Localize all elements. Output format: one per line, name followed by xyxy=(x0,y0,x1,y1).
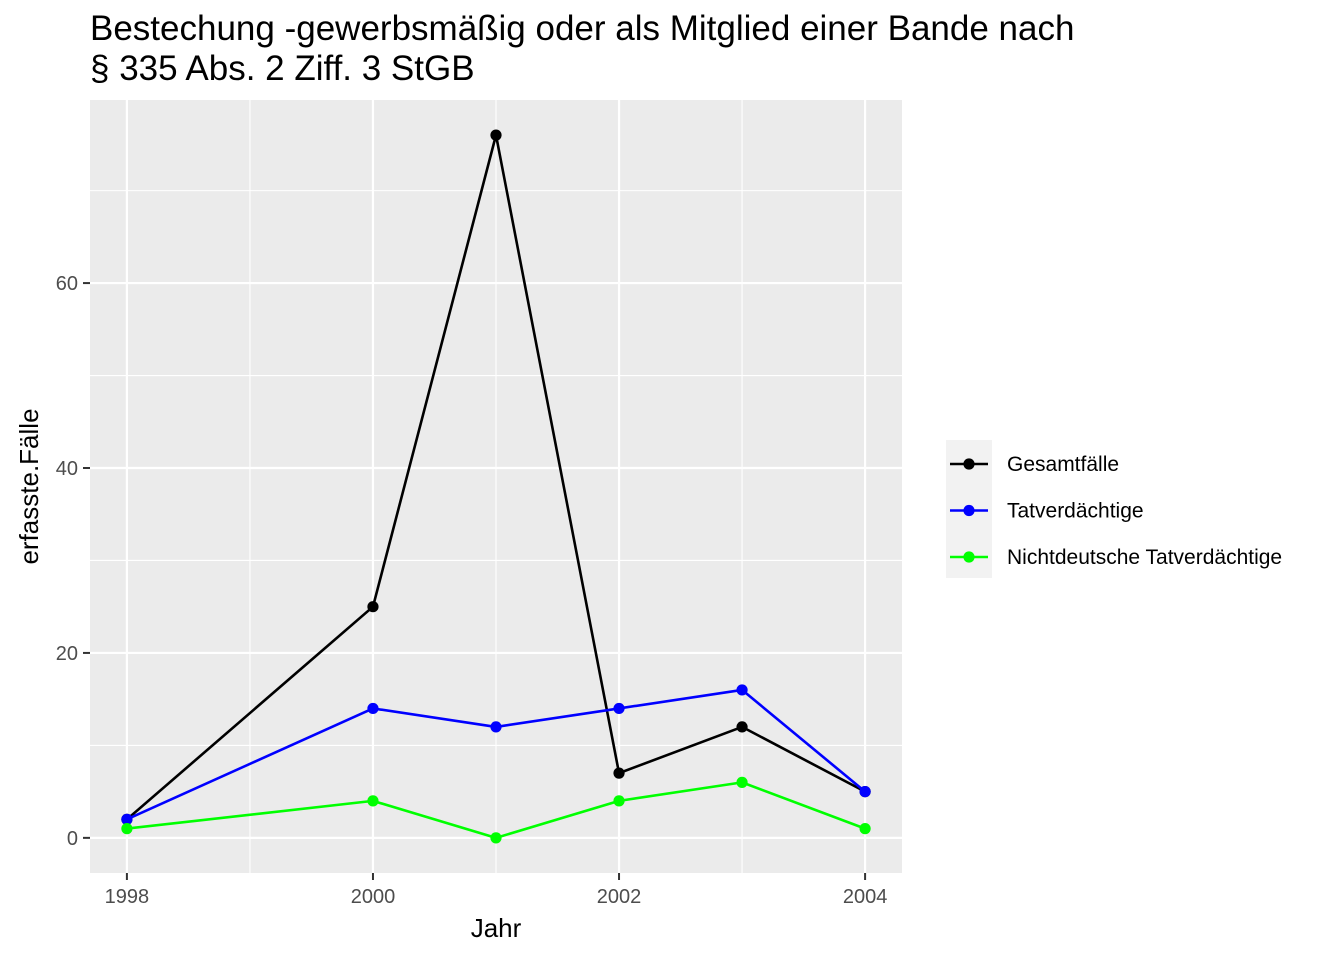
series-line-1 xyxy=(126,133,866,821)
x-axis-title: Jahr xyxy=(471,913,522,943)
data-point xyxy=(613,795,625,807)
y-axis-title: erfasste.Fälle xyxy=(14,408,44,564)
data-point xyxy=(613,767,625,779)
x-tick-label: 2000 xyxy=(351,886,396,908)
legend-label: Gesamtfälle xyxy=(1007,453,1119,476)
data-point xyxy=(367,702,379,715)
grid-minor xyxy=(90,100,902,873)
data-point xyxy=(613,702,625,715)
series-layer xyxy=(121,129,871,844)
y-tick-label: 20 xyxy=(56,643,78,665)
legend-label: Nichtdeutsche Tatverdächtige xyxy=(1007,546,1282,569)
data-point xyxy=(490,721,502,733)
data-point xyxy=(121,823,133,835)
y-tick-label: 60 xyxy=(56,273,78,295)
chart-title: Bestechung -gewerbsmäßig oder als Mitgli… xyxy=(90,9,1074,48)
x-tick-label: 2004 xyxy=(843,886,888,908)
data-point xyxy=(736,776,748,788)
x-tick-label: 1998 xyxy=(105,886,150,908)
chart-subtitle: § 335 Abs. 2 Ziff. 3 StGB xyxy=(90,49,475,88)
data-point xyxy=(859,786,871,798)
legend-label: Tatverdächtige xyxy=(1007,500,1144,523)
data-point xyxy=(490,832,502,844)
data-point xyxy=(121,813,133,825)
y-tick-label: 0 xyxy=(67,828,78,850)
data-point xyxy=(736,684,748,696)
axis-ticks: 1998 2000 2002 2004 0 20 40 60 xyxy=(56,273,888,908)
y-tick-label: 40 xyxy=(56,458,78,480)
data-point xyxy=(367,601,379,613)
legend-key-point xyxy=(963,458,975,470)
x-tick-label: 2002 xyxy=(597,886,642,908)
grid-major xyxy=(90,100,902,873)
data-point xyxy=(859,823,871,835)
series-line-2 xyxy=(126,688,866,821)
data-point xyxy=(490,129,502,141)
legend-key-point xyxy=(963,551,975,563)
legend-key-point xyxy=(963,504,975,517)
legend: Gesamtfälle Tatverdächtige Nichtdeutsche T… xyxy=(946,440,1282,578)
data-point xyxy=(367,795,379,807)
series-line-3 xyxy=(126,781,866,840)
data-point xyxy=(736,721,748,733)
